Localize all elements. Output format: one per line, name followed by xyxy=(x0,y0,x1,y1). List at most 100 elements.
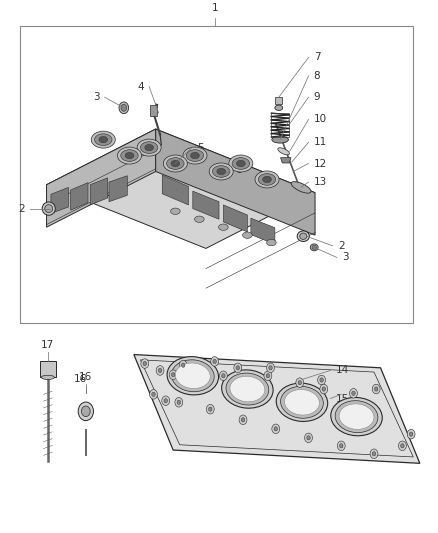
Text: 16: 16 xyxy=(79,372,92,382)
Circle shape xyxy=(219,371,227,381)
Circle shape xyxy=(274,427,278,431)
Text: 2: 2 xyxy=(338,241,344,251)
Circle shape xyxy=(374,387,378,391)
Ellipse shape xyxy=(312,245,316,249)
Ellipse shape xyxy=(166,158,184,169)
Ellipse shape xyxy=(272,136,288,143)
Ellipse shape xyxy=(258,174,276,185)
Bar xyxy=(272,113,289,137)
Ellipse shape xyxy=(137,139,161,156)
Circle shape xyxy=(152,392,155,397)
Circle shape xyxy=(399,441,406,450)
Circle shape xyxy=(164,399,167,403)
Polygon shape xyxy=(162,175,188,205)
Ellipse shape xyxy=(170,208,180,214)
Ellipse shape xyxy=(78,402,93,421)
Circle shape xyxy=(158,368,162,373)
Circle shape xyxy=(304,433,312,442)
Ellipse shape xyxy=(171,160,180,167)
Text: 3: 3 xyxy=(93,92,99,102)
Circle shape xyxy=(298,381,301,385)
Ellipse shape xyxy=(243,232,252,238)
Circle shape xyxy=(156,366,164,375)
Ellipse shape xyxy=(81,406,90,417)
Circle shape xyxy=(208,407,212,411)
Ellipse shape xyxy=(121,104,127,111)
Text: 9: 9 xyxy=(314,92,320,102)
Text: 2: 2 xyxy=(18,204,25,214)
Polygon shape xyxy=(51,188,68,213)
Circle shape xyxy=(307,436,310,440)
Ellipse shape xyxy=(163,155,187,172)
Circle shape xyxy=(241,418,245,422)
Circle shape xyxy=(407,430,415,439)
Ellipse shape xyxy=(209,163,233,180)
Circle shape xyxy=(150,390,157,399)
Circle shape xyxy=(222,374,225,378)
Ellipse shape xyxy=(229,155,253,172)
Circle shape xyxy=(211,357,219,366)
Ellipse shape xyxy=(285,390,319,415)
Circle shape xyxy=(318,375,325,385)
Ellipse shape xyxy=(191,152,199,159)
Circle shape xyxy=(320,384,328,394)
Ellipse shape xyxy=(291,182,311,193)
Text: 3: 3 xyxy=(342,253,349,262)
Ellipse shape xyxy=(331,398,382,436)
Ellipse shape xyxy=(237,160,245,167)
Ellipse shape xyxy=(45,205,53,213)
Circle shape xyxy=(410,432,413,436)
Ellipse shape xyxy=(186,150,204,161)
Circle shape xyxy=(352,391,355,395)
Circle shape xyxy=(234,363,242,373)
Polygon shape xyxy=(109,176,127,201)
Ellipse shape xyxy=(194,216,204,222)
Ellipse shape xyxy=(141,142,158,154)
Ellipse shape xyxy=(183,147,207,164)
Polygon shape xyxy=(155,129,315,235)
Ellipse shape xyxy=(125,152,134,159)
Text: 5: 5 xyxy=(197,143,204,152)
Ellipse shape xyxy=(121,150,138,161)
Ellipse shape xyxy=(275,105,283,110)
Text: 12: 12 xyxy=(314,158,327,168)
Circle shape xyxy=(206,405,214,414)
Ellipse shape xyxy=(167,357,219,395)
Circle shape xyxy=(177,400,180,405)
Ellipse shape xyxy=(117,147,141,164)
Polygon shape xyxy=(134,354,420,463)
Ellipse shape xyxy=(310,244,318,251)
Ellipse shape xyxy=(95,134,112,146)
Ellipse shape xyxy=(267,239,276,246)
Polygon shape xyxy=(90,178,108,205)
Circle shape xyxy=(181,363,185,367)
Ellipse shape xyxy=(99,136,108,143)
Ellipse shape xyxy=(276,383,328,422)
Text: 16: 16 xyxy=(74,374,87,384)
Circle shape xyxy=(372,384,380,394)
Polygon shape xyxy=(251,218,275,244)
Bar xyxy=(276,97,283,103)
Text: 6: 6 xyxy=(235,165,242,175)
Circle shape xyxy=(162,396,170,406)
Ellipse shape xyxy=(42,202,55,215)
Circle shape xyxy=(401,443,404,448)
Circle shape xyxy=(169,370,177,379)
Circle shape xyxy=(337,441,345,450)
Polygon shape xyxy=(223,205,247,232)
Text: 11: 11 xyxy=(314,138,327,147)
Circle shape xyxy=(239,415,247,425)
Text: 7: 7 xyxy=(314,52,320,62)
Text: 15: 15 xyxy=(336,393,349,403)
Polygon shape xyxy=(71,183,88,210)
Text: 10: 10 xyxy=(314,115,327,125)
Circle shape xyxy=(320,378,323,382)
Text: 8: 8 xyxy=(314,71,320,81)
Circle shape xyxy=(171,373,175,377)
Circle shape xyxy=(269,366,272,370)
Circle shape xyxy=(143,361,147,366)
Circle shape xyxy=(175,398,183,407)
Circle shape xyxy=(141,359,149,368)
Ellipse shape xyxy=(335,401,378,433)
Text: 17: 17 xyxy=(41,340,54,350)
